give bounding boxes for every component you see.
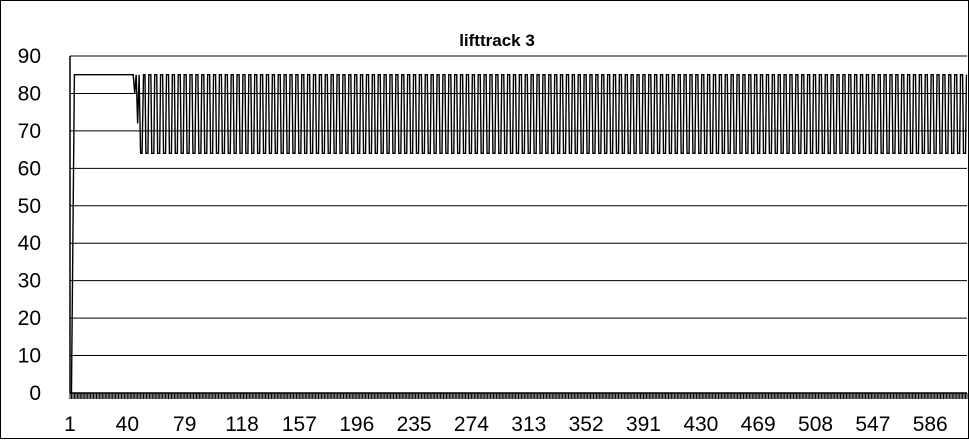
x-tick-label: 586	[913, 413, 948, 436]
x-tick-label: 157	[282, 413, 317, 436]
y-tick-label: 40	[18, 232, 41, 255]
y-tick-label: 90	[18, 45, 41, 68]
x-tick-label: 469	[741, 413, 776, 436]
y-tick-labels: 0 10 20 30 40 50 60 70 80 90	[18, 45, 41, 405]
x-tick-label: 352	[569, 413, 604, 436]
y-tick-label: 30	[18, 270, 41, 293]
y-tick-label: 70	[18, 120, 41, 143]
x-tick-label: 274	[454, 413, 489, 436]
x-tick-label: 79	[173, 413, 196, 436]
chart-title: lifttrack 3	[459, 31, 535, 50]
x-tick-label: 508	[798, 413, 833, 436]
x-tick-marks	[69, 393, 968, 399]
y-tick-label: 10	[18, 345, 41, 368]
x-tick-label: 235	[397, 413, 432, 436]
gridlines	[70, 55, 967, 357]
x-tick-label: 1	[64, 413, 76, 436]
x-tick-labels: 1 40 79 118 157 196 235 274 313 352 391 430 469 508 54…	[64, 413, 948, 436]
y-tick-label: 0	[29, 382, 41, 405]
x-tick-label: 547	[855, 413, 890, 436]
y-tick-label: 60	[18, 157, 41, 180]
y-tick-label: 50	[18, 195, 41, 218]
x-tick-label: 391	[626, 413, 661, 436]
x-tick-label: 196	[339, 413, 374, 436]
y-tick-label: 20	[18, 307, 41, 330]
series-line-0	[70, 74, 968, 394]
x-tick-label: 313	[511, 413, 546, 436]
x-tick-label: 430	[683, 413, 718, 436]
x-tick-label: 40	[116, 413, 139, 436]
y-tick-label: 80	[18, 82, 41, 105]
x-tick-label: 118	[225, 413, 258, 436]
series-group	[70, 74, 968, 394]
